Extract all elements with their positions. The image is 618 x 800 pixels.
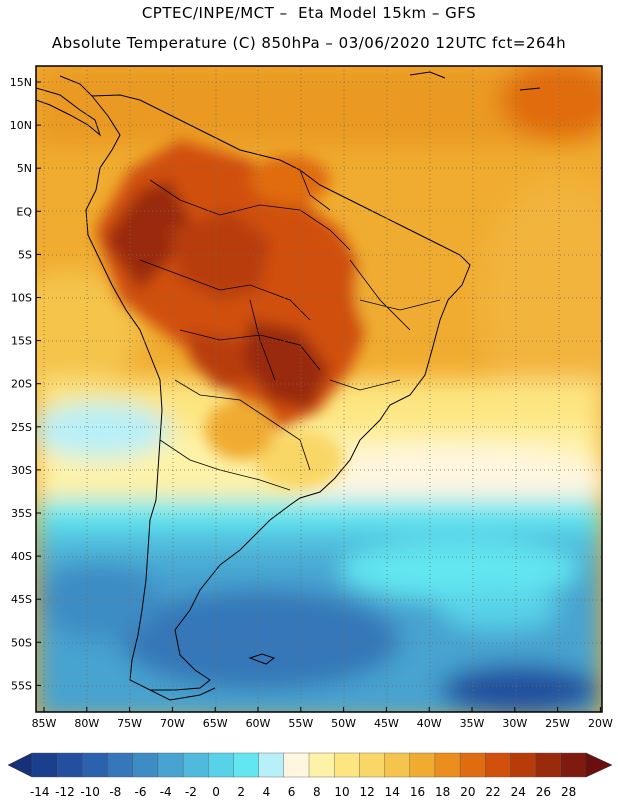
- latitude-tick-label: 30S: [11, 464, 32, 477]
- longitude-tick-label: 45W: [374, 717, 399, 730]
- colorbar-under-arrow: [7, 752, 33, 778]
- latitude-tick-label: 15S: [11, 335, 32, 348]
- colorbar-swatch: [31, 752, 58, 778]
- longitude-tick-label: 25W: [545, 717, 570, 730]
- colorbar-swatch: [82, 752, 109, 778]
- country-borders: [139, 169, 441, 491]
- latitude-tick-label: 10N: [10, 119, 32, 132]
- longitude-tick-label: 60W: [246, 717, 271, 730]
- longitude-tick-label: 50W: [331, 717, 356, 730]
- longitude-tick-label: 30W: [502, 717, 527, 730]
- colorbar-over-arrow: [585, 752, 613, 778]
- colorbar-swatch: [56, 752, 84, 778]
- colorbar-swatch: [560, 752, 587, 778]
- colorbar-label: 10: [334, 785, 349, 799]
- colorbar-label: 12: [360, 785, 375, 799]
- colorbar-label: -14: [30, 785, 50, 799]
- colorbar-swatch: [233, 752, 260, 778]
- colorbar-label: 26: [536, 785, 551, 799]
- latitude-tick-label: 5S: [18, 248, 32, 261]
- colorbar-swatch: [182, 752, 209, 778]
- colorbar-label: -12: [55, 785, 75, 799]
- colorbar-swatch: [485, 752, 512, 778]
- latitude-tick-label: 50S: [11, 636, 32, 649]
- chart-title-line-2: Absolute Temperature (C) 850hPa – 03/06/…: [51, 34, 567, 52]
- colorbar-swatch: [459, 752, 486, 778]
- colorbar: -14 -12 -10 -8 -6 -4 -2 0 2 4 6 8 10 12 14 16 18 20 22 24 26…: [7, 752, 613, 799]
- colorbar-label: -2: [185, 785, 197, 799]
- colorbar-swatch: [333, 752, 361, 778]
- map-frame: [35, 65, 603, 713]
- colorbar-swatch: [359, 752, 386, 778]
- colorbar-label: 6: [288, 785, 296, 799]
- colorbar-swatch: [107, 752, 134, 778]
- latitude-tick-label: 15N: [10, 76, 32, 89]
- colorbar-swatch: [434, 752, 461, 778]
- longitude-tick-label: 40W: [417, 717, 442, 730]
- colorbar-label: 24: [511, 785, 526, 799]
- colorbar-swatch: [283, 752, 310, 778]
- colorbar-label: -10: [80, 785, 100, 799]
- latitude-tick-label: 20S: [11, 378, 32, 391]
- colorbar-label: -8: [109, 785, 121, 799]
- colorbar-label: 20: [460, 785, 475, 799]
- colorbar-swatch: [208, 752, 235, 778]
- colorbar-label: 14: [385, 785, 400, 799]
- longitude-tick-label: 85W: [32, 717, 57, 730]
- latitude-tick-label: 55S: [11, 679, 32, 692]
- colorbar-label: 0: [212, 785, 220, 799]
- latitude-tick-label: 45S: [11, 593, 32, 606]
- longitude-tick-label: 65W: [203, 717, 228, 730]
- longitude-tick-label: 55W: [288, 717, 313, 730]
- temperature-field: [36, 66, 602, 712]
- longitude-tick-label: 35W: [460, 717, 485, 730]
- colorbar-label: 4: [263, 785, 271, 799]
- coastlines: [36, 71, 541, 701]
- colorbar-label: -6: [135, 785, 147, 799]
- latitude-tick-label: 40S: [11, 550, 32, 563]
- latitude-tick-label: EQ: [16, 205, 32, 218]
- colorbar-label: 16: [410, 785, 425, 799]
- colorbar-swatch: [510, 752, 537, 778]
- colorbar-label: 8: [313, 785, 321, 799]
- colorbar-swatch: [384, 752, 411, 778]
- colorbar-label: -4: [160, 785, 172, 799]
- chart-title-line-1: CPTEC/INPE/MCT – Eta Model 15km – GFS: [141, 4, 477, 22]
- colorbar-swatch: [409, 752, 436, 778]
- colorbar-label: 18: [435, 785, 450, 799]
- latitude-tick-label: 35S: [11, 507, 32, 520]
- colorbar-swatch: [535, 752, 562, 778]
- longitude-tick-label: 70W: [160, 717, 185, 730]
- longitude-tick-label: 80W: [74, 717, 99, 730]
- longitude-axis: 85W 80W 75W 70W 65W 60W 55W 50W 45W 40W 35W 30W 25W 2…: [32, 707, 613, 730]
- latitude-axis: 15N 10N 5N EQ 5S 10S 15S 20S 25S 30S 35S 40S 45S 50S 5…: [10, 76, 41, 692]
- colorbar-swatch: [258, 752, 285, 778]
- colorbar-label: 2: [237, 785, 245, 799]
- colorbar-label: 28: [561, 785, 576, 799]
- colorbar-swatch: [132, 752, 159, 778]
- colorbar-swatch: [308, 752, 335, 778]
- latitude-tick-label: 5N: [17, 162, 32, 175]
- longitude-tick-label: 75W: [117, 717, 142, 730]
- colorbar-swatch: [157, 752, 184, 778]
- latitude-tick-label: 10S: [11, 292, 32, 305]
- colorbar-label: 22: [485, 785, 500, 799]
- latitude-tick-label: 25S: [11, 421, 32, 434]
- longitude-tick-label: 20W: [588, 717, 613, 730]
